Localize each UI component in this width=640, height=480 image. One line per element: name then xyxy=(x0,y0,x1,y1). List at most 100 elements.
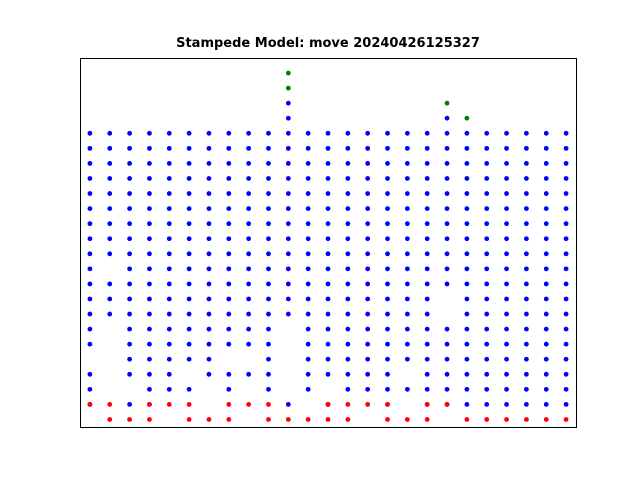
blue-point xyxy=(206,296,212,302)
blue-point xyxy=(186,356,192,362)
blue-point xyxy=(345,356,351,362)
blue-point xyxy=(305,251,311,257)
blue-point xyxy=(385,145,390,151)
blue-point xyxy=(107,161,113,166)
blue-point xyxy=(365,341,371,347)
blue-point xyxy=(166,130,172,136)
blue-point xyxy=(246,251,252,257)
blue-point xyxy=(325,191,331,196)
blue-point xyxy=(305,161,311,166)
blue-point xyxy=(563,251,569,257)
blue-point xyxy=(305,341,311,347)
blue-point xyxy=(345,266,351,272)
blue-point xyxy=(504,386,509,392)
blue-point xyxy=(345,296,351,302)
blue-point xyxy=(404,236,410,242)
red-point xyxy=(404,417,410,422)
blue-point xyxy=(543,341,549,347)
blue-point xyxy=(266,341,271,347)
blue-point xyxy=(206,281,212,287)
blue-point xyxy=(484,161,490,166)
blue-point xyxy=(444,356,450,362)
blue-point xyxy=(206,251,212,257)
blue-point xyxy=(543,356,549,362)
blue-point xyxy=(543,311,549,317)
blue-point xyxy=(127,281,132,287)
blue-point xyxy=(365,356,371,362)
blue-point xyxy=(127,221,132,227)
blue-point xyxy=(206,236,212,242)
blue-point xyxy=(524,402,529,407)
blue-point xyxy=(444,266,450,272)
blue-point xyxy=(424,191,430,196)
blue-point xyxy=(524,251,529,257)
blue-point xyxy=(345,251,351,257)
blue-point xyxy=(206,145,212,151)
blue-point xyxy=(365,281,371,287)
red-point xyxy=(266,417,271,422)
blue-point xyxy=(305,356,311,362)
blue-point xyxy=(484,236,490,242)
blue-point xyxy=(504,251,509,257)
red-point xyxy=(345,417,351,422)
blue-point xyxy=(266,266,271,272)
red-point xyxy=(424,402,430,407)
blue-point xyxy=(444,281,450,287)
blue-point xyxy=(464,221,470,227)
blue-point xyxy=(464,176,470,181)
blue-point xyxy=(484,386,490,392)
blue-point xyxy=(424,326,430,332)
red-point xyxy=(246,402,252,407)
blue-point xyxy=(563,341,569,347)
blue-point xyxy=(147,386,152,392)
blue-point xyxy=(563,402,569,407)
blue-point xyxy=(563,281,569,287)
blue-point xyxy=(385,341,390,347)
blue-point xyxy=(524,176,529,181)
blue-point xyxy=(226,130,232,136)
blue-point xyxy=(504,371,509,377)
red-point xyxy=(424,417,430,422)
blue-point xyxy=(87,236,93,242)
blue-point xyxy=(285,266,291,272)
blue-point xyxy=(365,386,371,392)
blue-point xyxy=(325,206,331,212)
blue-point xyxy=(246,326,252,332)
blue-point xyxy=(325,266,331,272)
blue-point xyxy=(385,386,390,392)
blue-point xyxy=(285,100,291,106)
red-point xyxy=(285,417,291,422)
blue-point xyxy=(563,206,569,212)
blue-point xyxy=(365,236,371,242)
blue-point xyxy=(464,206,470,212)
blue-point xyxy=(385,326,390,332)
blue-point xyxy=(147,281,152,287)
blue-point xyxy=(424,386,430,392)
blue-point xyxy=(484,296,490,302)
blue-point xyxy=(186,281,192,287)
blue-point xyxy=(87,191,93,196)
blue-point xyxy=(246,371,252,377)
blue-point xyxy=(424,296,430,302)
blue-point xyxy=(266,356,271,362)
blue-point xyxy=(166,266,172,272)
blue-point xyxy=(87,145,93,151)
blue-point xyxy=(484,191,490,196)
blue-point xyxy=(87,221,93,227)
blue-point xyxy=(444,236,450,242)
blue-point xyxy=(504,311,509,317)
blue-point xyxy=(345,191,351,196)
blue-point xyxy=(524,281,529,287)
blue-point xyxy=(424,266,430,272)
blue-point xyxy=(524,311,529,317)
blue-point xyxy=(147,176,152,181)
blue-point xyxy=(365,130,371,136)
blue-point xyxy=(206,221,212,227)
blue-point xyxy=(186,296,192,302)
blue-point xyxy=(226,251,232,257)
blue-point xyxy=(325,281,331,287)
red-point xyxy=(206,417,212,422)
blue-point xyxy=(206,311,212,317)
blue-point xyxy=(226,191,232,196)
blue-point xyxy=(484,341,490,347)
